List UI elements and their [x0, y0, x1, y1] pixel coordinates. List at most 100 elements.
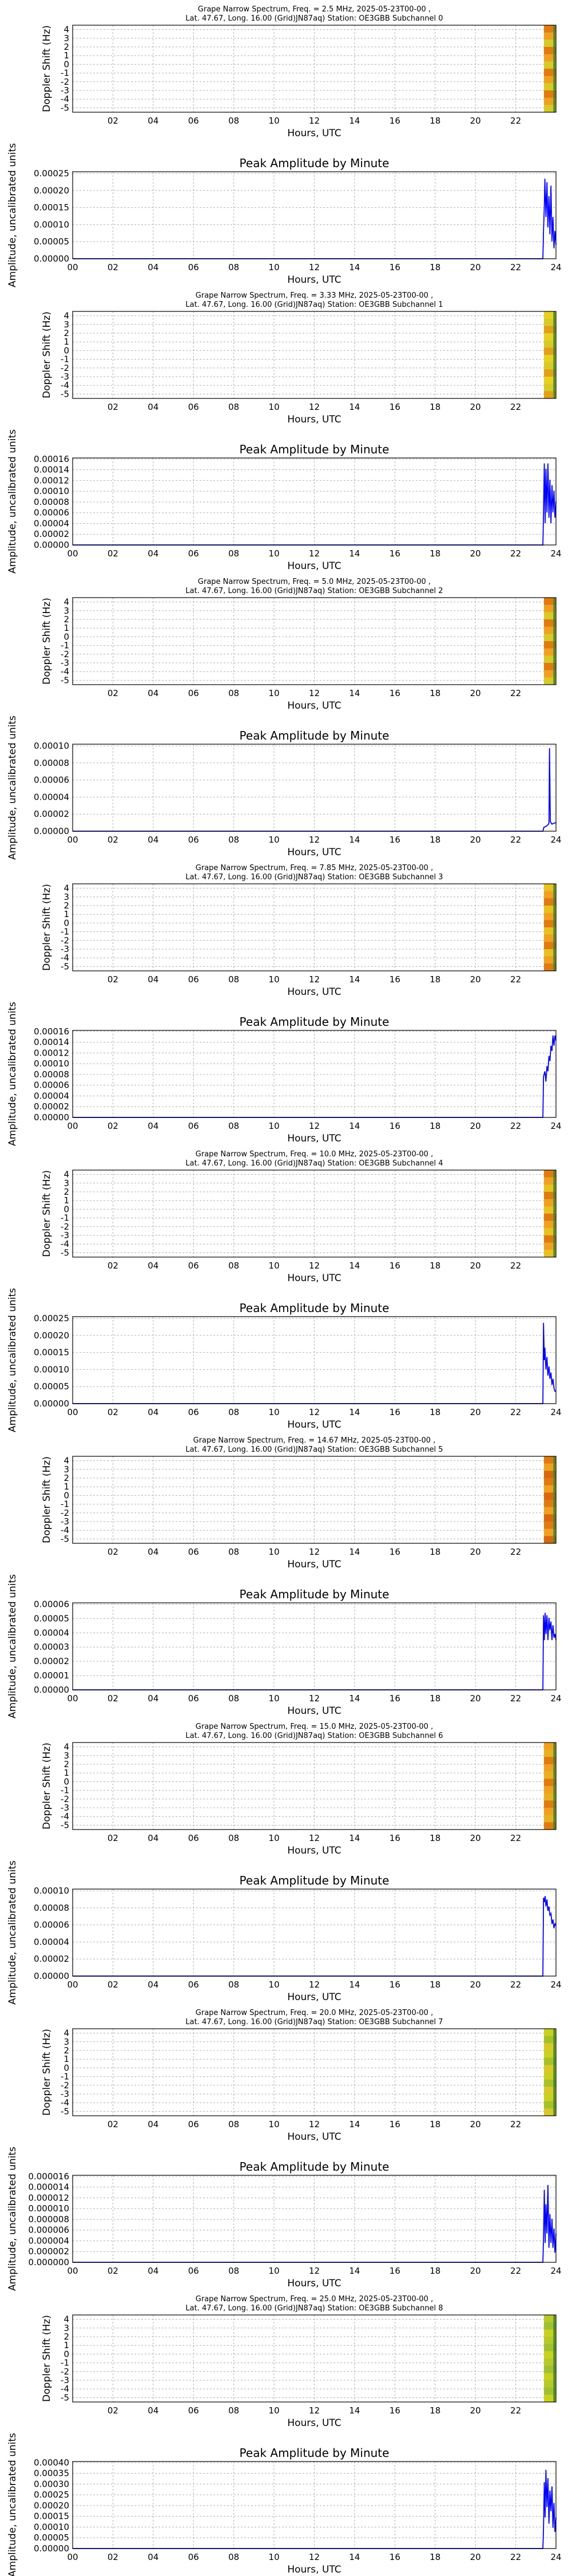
x-tick-label: 18 — [430, 116, 440, 126]
y-tick-label: 0.00002 — [34, 1656, 69, 1666]
x-tick-label: 10 — [269, 1261, 280, 1271]
x-tick-label: 02 — [108, 1547, 118, 1557]
y-axis-label: Amplitude, uncalibrated units — [7, 429, 18, 574]
x-tick-label: 08 — [228, 2552, 239, 2562]
x-tick-label: 06 — [188, 2552, 199, 2562]
x-tick-label: 16 — [390, 116, 400, 126]
y-tick-label: 0.00000 — [34, 1112, 69, 1123]
chart-subtitle: Lat. 47.67, Long. 16.00 (Grid)JN87aq) St… — [185, 1445, 443, 1454]
spectrum-cell — [543, 619, 556, 627]
spectrum-cell — [543, 311, 556, 319]
chart-subtitle: Lat. 47.67, Long. 16.00 (Grid)JN87aq) St… — [185, 1159, 443, 1168]
y-tick-label: 0.00000 — [34, 2543, 69, 2554]
plot-frame — [72, 311, 557, 399]
x-tick-label: 10 — [269, 835, 280, 845]
amplitude-panel: Peak Amplitude by Minute 0.0000000.000002… — [7, 2147, 562, 2291]
x-tick-label: 18 — [430, 2266, 440, 2276]
x-tick-label: 08 — [228, 1121, 239, 1131]
y-tick-label: 0.00005 — [34, 1613, 69, 1623]
y-tick-label: -5 — [61, 1247, 69, 1258]
spectrum-cell — [543, 2329, 556, 2337]
spectrum-cell — [543, 648, 556, 656]
spectrum-cell — [543, 2358, 556, 2366]
chart-title: Grape Narrow Spectrum, Freq. = 15.0 MHz,… — [196, 1722, 433, 1731]
amplitude-line — [73, 748, 557, 832]
x-tick-label: 04 — [148, 688, 158, 698]
x-tick-label: 12 — [309, 402, 320, 412]
y-tick-label: 4 — [63, 597, 69, 607]
y-tick-label: -1 — [61, 354, 69, 365]
y-tick-label: 0.000014 — [28, 2182, 69, 2192]
y-tick-label: -2 — [61, 935, 69, 946]
x-tick-label: 12 — [309, 1547, 320, 1557]
x-tick-label: 08 — [228, 262, 239, 272]
spectrum-cell — [543, 942, 556, 950]
x-tick-label: 16 — [390, 1261, 400, 1271]
x-tick-label: 04 — [148, 2405, 158, 2416]
y-tick-label: -4 — [61, 1811, 69, 1822]
plot-area — [73, 2175, 556, 2262]
y-tick-label: -5 — [61, 961, 69, 971]
x-tick-label: 08 — [228, 1833, 239, 1843]
chart-subtitle: Lat. 47.67, Long. 16.00 (Grid)JN87aq) St… — [185, 14, 443, 23]
x-tick-label: 02 — [108, 835, 118, 845]
spectrum-cell — [543, 1485, 556, 1493]
y-tick-label: 2 — [63, 614, 69, 625]
amplitude-panel: Peak Amplitude by Minute0.000000.000020.… — [7, 1002, 562, 1146]
y-tick-label: -4 — [61, 94, 69, 104]
y-axis-label: Doppler Shift (Hz) — [41, 1170, 53, 1257]
amplitude-line — [73, 179, 557, 259]
spectrum-panel: Grape Narrow Spectrum, Freq. = 20.0 MHz,… — [41, 2009, 557, 2143]
x-tick-label: 04 — [148, 2266, 158, 2276]
y-tick-label: 0.00030 — [34, 2479, 69, 2489]
y-tick-label: 0.00002 — [34, 529, 69, 539]
x-tick-label: 22 — [510, 1547, 521, 1557]
spectrum-cell — [543, 362, 556, 370]
x-tick-label: 02 — [108, 1121, 118, 1131]
x-tick-label: 08 — [228, 688, 239, 698]
x-tick-label: 00 — [67, 1121, 78, 1131]
x-tick-label: 04 — [148, 548, 158, 559]
x-tick-label: 16 — [390, 2266, 400, 2276]
spectrum-cell — [543, 384, 556, 392]
spectrum-cell — [543, 2079, 556, 2087]
y-tick-label: 3 — [63, 1178, 69, 1188]
x-axis-label: Hours, UTC — [287, 560, 341, 572]
x-tick-label: 08 — [228, 2266, 239, 2276]
x-tick-label: 06 — [188, 1547, 199, 1557]
x-tick-label: 08 — [228, 1980, 239, 1990]
chart-title: Grape Narrow Spectrum, Freq. = 10.0 MHz,… — [196, 1150, 433, 1159]
y-tick-label: 3 — [63, 2037, 69, 2047]
y-tick-label: 0.000012 — [28, 2192, 69, 2203]
y-tick-label: -4 — [61, 2097, 69, 2108]
spectrum-panel: Grape Narrow Spectrum, Freq. = 5.0 MHz, … — [41, 578, 557, 712]
spectrum-cell — [543, 2365, 556, 2373]
y-tick-label: 0.000004 — [28, 2235, 69, 2246]
x-tick-label: 20 — [470, 262, 481, 272]
x-tick-label: 04 — [148, 974, 158, 985]
spectrum-cell — [543, 1242, 556, 1250]
y-tick-label: 2 — [63, 1473, 69, 1483]
y-tick-label: -4 — [61, 953, 69, 963]
spectrum-cell — [543, 1800, 556, 1808]
amplitude-panel: Peak Amplitude by Minute0.000000.000020.… — [7, 1860, 562, 2005]
spectrum-cell — [543, 2087, 556, 2095]
y-tick-label: 0.00000 — [34, 1398, 69, 1409]
x-tick-label: 16 — [390, 548, 400, 559]
y-axis-label: Amplitude, uncalibrated units — [7, 2433, 18, 2576]
y-tick-label: 0.00040 — [34, 2458, 69, 2468]
spectrum-cell — [543, 898, 556, 906]
x-tick-label: 12 — [309, 2119, 320, 2129]
spectrum-cell — [543, 949, 556, 957]
y-tick-label: 0 — [63, 918, 69, 928]
plot-frame — [72, 2028, 557, 2116]
x-tick-label: 18 — [430, 1693, 440, 1704]
x-tick-label: 00 — [67, 1693, 78, 1704]
spectrum-cell — [543, 1822, 556, 1830]
x-tick-label: 04 — [148, 262, 158, 272]
spectrum-cell — [543, 2065, 556, 2073]
y-tick-label: 0.00002 — [34, 1101, 69, 1112]
y-tick-label: 0.00004 — [34, 1091, 69, 1101]
x-axis-label: Hours, UTC — [287, 274, 341, 286]
y-tick-label: 0.00008 — [34, 758, 69, 768]
